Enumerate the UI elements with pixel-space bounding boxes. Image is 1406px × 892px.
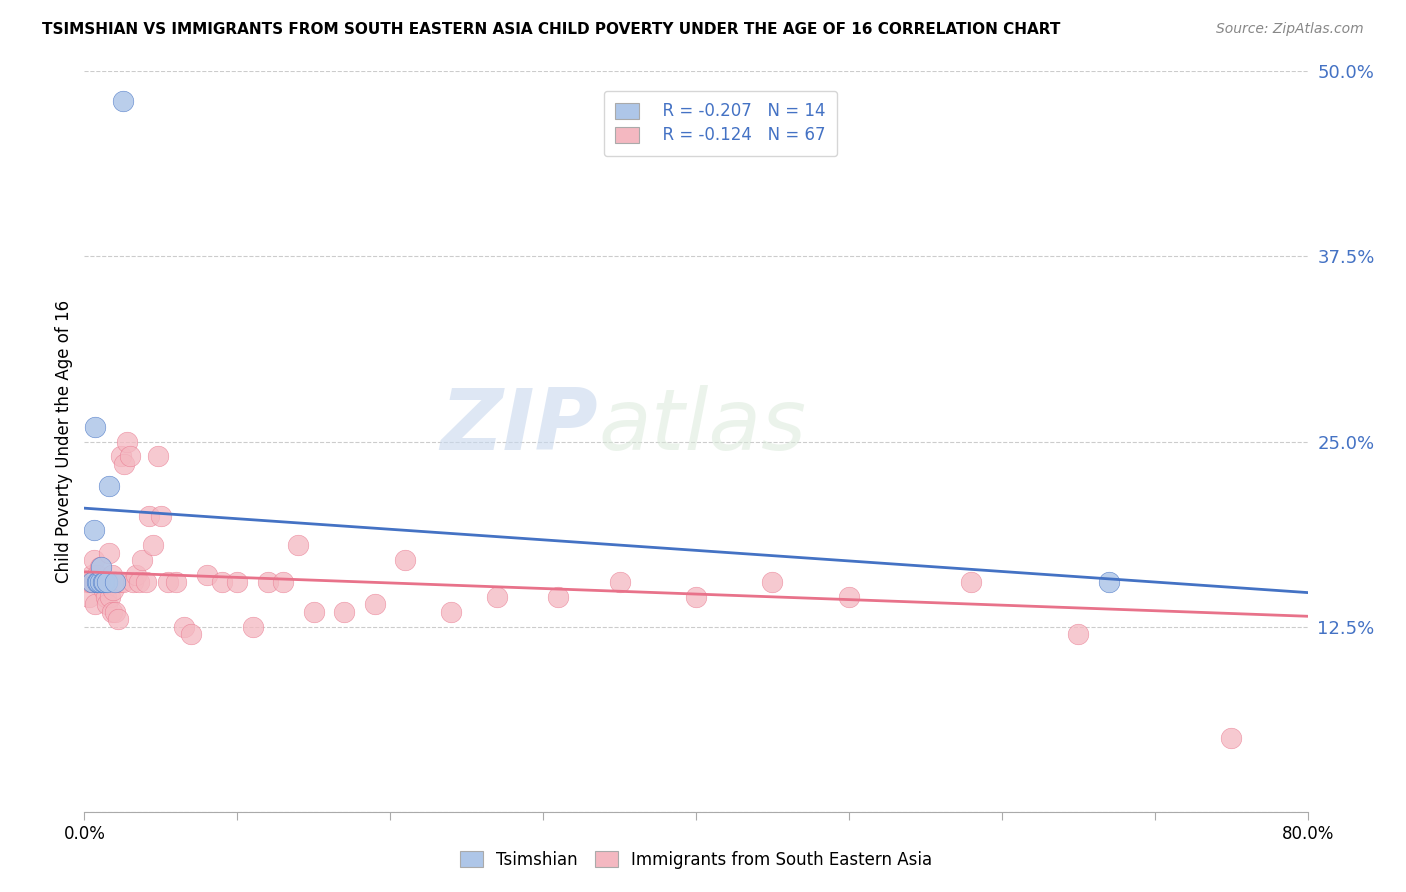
Point bbox=[302, 605, 325, 619]
Point bbox=[93, 575, 115, 590]
Point bbox=[112, 457, 135, 471]
Point bbox=[1098, 575, 1121, 590]
Point bbox=[101, 567, 124, 582]
Point bbox=[107, 612, 129, 626]
Point bbox=[91, 575, 114, 590]
Point bbox=[89, 575, 111, 590]
Point bbox=[89, 575, 111, 590]
Point bbox=[77, 590, 100, 604]
Point bbox=[180, 627, 202, 641]
Point bbox=[173, 619, 195, 633]
Point bbox=[115, 434, 138, 449]
Point bbox=[90, 575, 112, 590]
Point bbox=[226, 575, 249, 590]
Point bbox=[128, 575, 150, 590]
Point bbox=[83, 553, 105, 567]
Point bbox=[1220, 731, 1243, 745]
Point bbox=[83, 575, 105, 590]
Point bbox=[394, 553, 416, 567]
Point bbox=[103, 582, 125, 597]
Point bbox=[91, 575, 114, 590]
Text: atlas: atlas bbox=[598, 385, 806, 468]
Point bbox=[122, 575, 145, 590]
Point bbox=[960, 575, 983, 590]
Point bbox=[108, 575, 131, 590]
Point bbox=[165, 575, 187, 590]
Point bbox=[101, 605, 124, 619]
Point bbox=[84, 419, 107, 434]
Point bbox=[87, 575, 110, 590]
Point bbox=[97, 479, 120, 493]
Text: ZIP: ZIP bbox=[440, 385, 598, 468]
Point bbox=[94, 590, 117, 604]
Point bbox=[364, 598, 387, 612]
Point bbox=[157, 575, 180, 590]
Point bbox=[242, 619, 264, 633]
Point bbox=[149, 508, 172, 523]
Point bbox=[131, 553, 153, 567]
Point bbox=[84, 598, 107, 612]
Point bbox=[1067, 627, 1090, 641]
Point bbox=[685, 590, 707, 604]
Point bbox=[110, 450, 132, 464]
Point bbox=[838, 590, 860, 604]
Point bbox=[111, 575, 134, 590]
Point bbox=[440, 605, 463, 619]
Text: TSIMSHIAN VS IMMIGRANTS FROM SOUTH EASTERN ASIA CHILD POVERTY UNDER THE AGE OF 1: TSIMSHIAN VS IMMIGRANTS FROM SOUTH EASTE… bbox=[42, 22, 1060, 37]
Point bbox=[80, 567, 103, 582]
Point bbox=[142, 538, 165, 552]
Point bbox=[138, 508, 160, 523]
Point bbox=[609, 575, 631, 590]
Point bbox=[97, 546, 120, 560]
Legend: Tsimshian, Immigrants from South Eastern Asia: Tsimshian, Immigrants from South Eastern… bbox=[451, 843, 941, 878]
Point bbox=[271, 575, 294, 590]
Point bbox=[80, 575, 103, 590]
Point bbox=[90, 560, 112, 574]
Point bbox=[761, 575, 783, 590]
Point bbox=[93, 582, 115, 597]
Point bbox=[79, 575, 101, 590]
Text: Source: ZipAtlas.com: Source: ZipAtlas.com bbox=[1216, 22, 1364, 37]
Point bbox=[86, 575, 108, 590]
Point bbox=[96, 598, 118, 612]
Point bbox=[104, 605, 127, 619]
Point bbox=[86, 575, 108, 590]
Point bbox=[87, 575, 110, 590]
Point bbox=[146, 450, 169, 464]
Point bbox=[83, 524, 105, 538]
Point bbox=[287, 538, 309, 552]
Point bbox=[86, 567, 108, 582]
Point bbox=[486, 590, 509, 604]
Point bbox=[135, 575, 157, 590]
Point bbox=[211, 575, 233, 590]
Point bbox=[547, 590, 569, 604]
Point bbox=[104, 575, 127, 590]
Point bbox=[125, 567, 148, 582]
Point bbox=[84, 575, 107, 590]
Point bbox=[80, 575, 103, 590]
Y-axis label: Child Poverty Under the Age of 16: Child Poverty Under the Age of 16 bbox=[55, 300, 73, 583]
Point bbox=[111, 94, 134, 108]
Point bbox=[98, 590, 121, 604]
Point bbox=[257, 575, 280, 590]
Point bbox=[195, 567, 218, 582]
Point bbox=[87, 575, 110, 590]
Point bbox=[76, 575, 98, 590]
Point bbox=[120, 450, 142, 464]
Point bbox=[89, 560, 111, 574]
Point bbox=[333, 605, 356, 619]
Point bbox=[96, 575, 118, 590]
